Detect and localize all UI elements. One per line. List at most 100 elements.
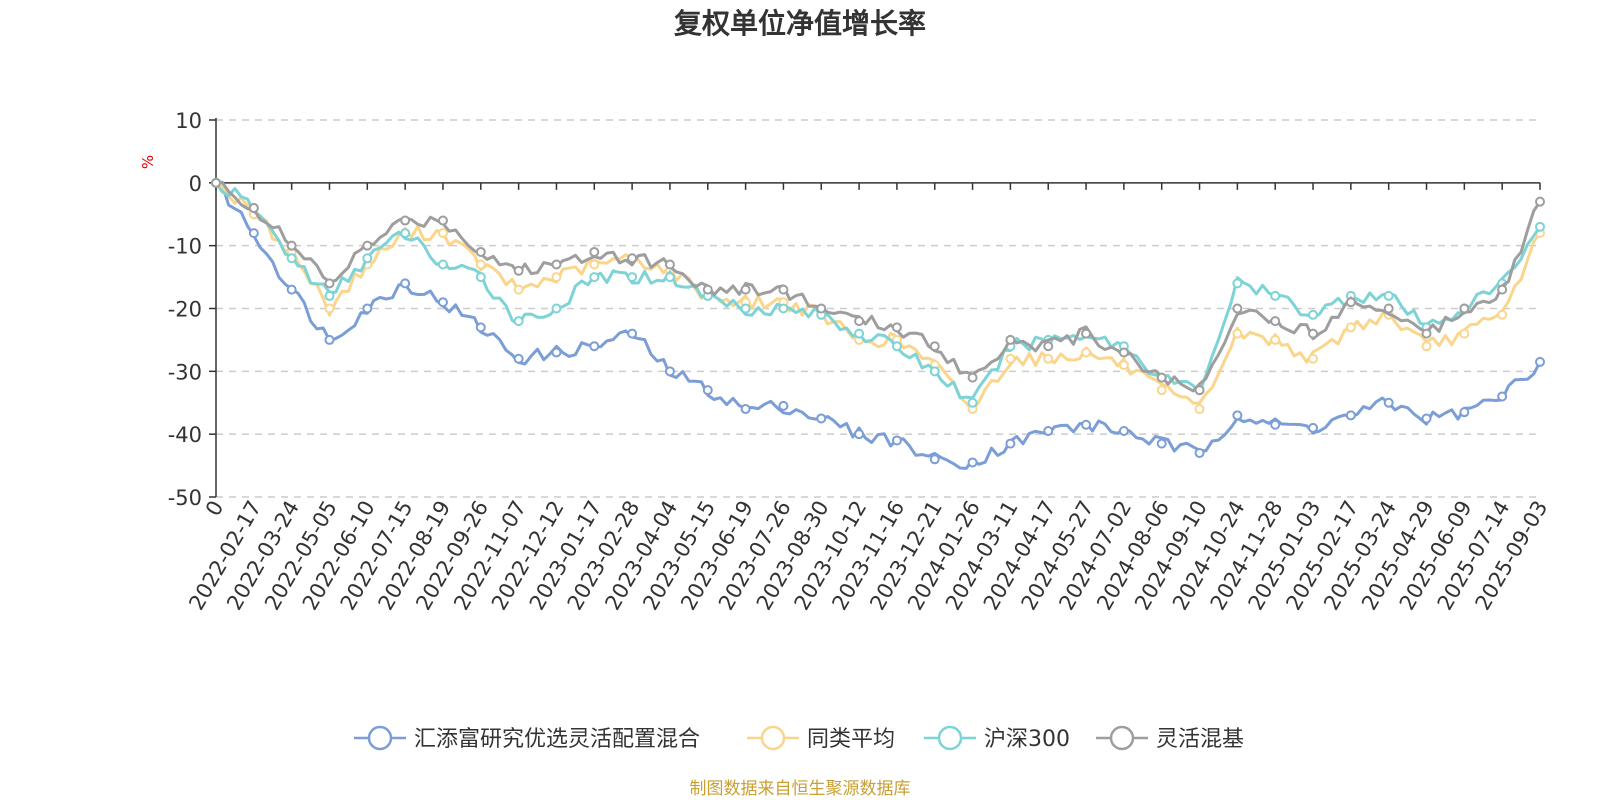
data-point xyxy=(324,290,335,301)
data-point xyxy=(475,259,486,270)
data-point xyxy=(1497,391,1508,402)
data-point xyxy=(1270,316,1281,327)
data-point xyxy=(211,177,221,188)
data-point xyxy=(1118,347,1129,358)
legend-label: 汇添富研究优选灵活配置混合 xyxy=(414,727,700,752)
data-point xyxy=(1118,426,1129,437)
data-point xyxy=(1005,353,1016,364)
data-point xyxy=(1308,309,1319,320)
legend-marker-icon xyxy=(1109,725,1135,751)
data-point xyxy=(891,341,902,352)
series-line xyxy=(215,181,1542,470)
data-point xyxy=(589,341,600,352)
source-note: 制图数据来自恒生聚源数据库 xyxy=(690,779,911,799)
data-point xyxy=(1232,328,1243,339)
data-point xyxy=(362,240,373,251)
data-point xyxy=(437,259,448,270)
data-point xyxy=(1383,397,1394,408)
series-line xyxy=(215,180,1542,393)
data-point xyxy=(475,322,486,333)
data-point xyxy=(1459,328,1470,339)
data-point xyxy=(1308,353,1319,364)
data-point xyxy=(589,246,600,257)
legend-label: 灵活混基 xyxy=(1156,727,1244,752)
data-point xyxy=(286,284,297,295)
data-point xyxy=(740,404,751,415)
data-point xyxy=(664,272,675,283)
data-point xyxy=(1232,410,1243,421)
data-point xyxy=(1005,438,1016,449)
data-point xyxy=(664,259,675,270)
y-tick-label: -50 xyxy=(168,486,202,510)
data-point xyxy=(1383,290,1394,301)
legend-label: 沪深300 xyxy=(984,727,1070,752)
data-point xyxy=(778,400,789,411)
series-line xyxy=(215,181,1542,413)
data-point xyxy=(324,334,335,345)
data-point xyxy=(1308,422,1319,433)
data-point xyxy=(1345,297,1356,308)
chart-title: 复权单位净值增长率 xyxy=(674,7,926,40)
data-point xyxy=(929,454,940,465)
data-point xyxy=(891,322,902,333)
data-point xyxy=(324,278,335,289)
data-point xyxy=(1194,448,1205,459)
data-point xyxy=(967,397,978,408)
data-point xyxy=(362,303,373,314)
data-point xyxy=(1421,341,1432,352)
data-point xyxy=(1535,356,1545,367)
data-point xyxy=(929,341,940,352)
x-tick-labels: 02022-02-172022-03-242022-05-052022-06-1… xyxy=(184,496,1552,614)
data-point xyxy=(1535,221,1545,232)
legend[interactable]: 汇添富研究优选灵活配置混合 同类平均 沪深300 灵活混基 xyxy=(354,725,1244,752)
data-point xyxy=(1156,372,1167,383)
data-point xyxy=(1421,413,1432,424)
data-point xyxy=(589,259,600,270)
data-point xyxy=(1459,407,1470,418)
data-point xyxy=(437,297,448,308)
data-point xyxy=(1270,419,1281,430)
data-point xyxy=(1459,303,1470,314)
x-tick-label: 0 xyxy=(201,497,228,521)
data-point xyxy=(551,303,562,314)
data-point xyxy=(1043,426,1054,437)
axes xyxy=(209,118,1541,498)
data-point xyxy=(854,429,865,440)
data-point xyxy=(1156,385,1167,396)
data-point xyxy=(475,272,486,283)
legend-item[interactable]: 沪深300 xyxy=(924,725,1070,752)
data-point xyxy=(1308,328,1319,339)
legend-item[interactable]: 同类平均 xyxy=(747,725,895,752)
y-tick-label: 0 xyxy=(189,172,202,196)
legend-item[interactable]: 汇添富研究优选灵活配置混合 xyxy=(354,725,700,752)
data-point xyxy=(1005,334,1016,345)
legend-marker-icon xyxy=(367,725,393,751)
data-point xyxy=(324,303,335,314)
data-point xyxy=(664,366,675,377)
data-point xyxy=(627,253,638,264)
data-point xyxy=(1232,303,1243,314)
data-point xyxy=(816,413,827,424)
data-point xyxy=(1156,438,1167,449)
y-tick-label: 10 xyxy=(175,109,202,133)
data-point xyxy=(1081,419,1092,430)
legend-item[interactable]: 灵活混基 xyxy=(1096,725,1244,752)
data-point xyxy=(1081,328,1092,339)
data-point xyxy=(551,272,562,283)
data-point xyxy=(627,328,638,339)
data-point xyxy=(816,303,827,314)
data-point xyxy=(740,303,751,314)
data-point xyxy=(513,265,524,276)
data-point xyxy=(362,253,373,264)
data-point xyxy=(551,259,562,270)
y-tick-labels: 10 0 -10 -20 -30 -40 -50 xyxy=(168,109,202,510)
data-point xyxy=(1194,385,1205,396)
data-point xyxy=(929,366,940,377)
data-point xyxy=(286,240,297,251)
data-point xyxy=(967,457,978,468)
data-point xyxy=(513,316,524,327)
legend-label: 同类平均 xyxy=(807,727,895,752)
data-point xyxy=(286,253,297,264)
data-point xyxy=(1194,404,1205,415)
